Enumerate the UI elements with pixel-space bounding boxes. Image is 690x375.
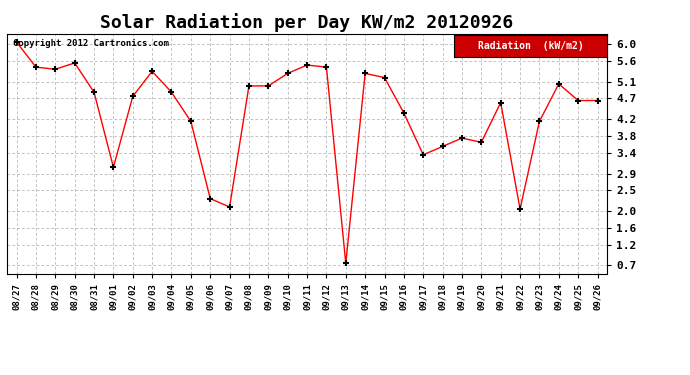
Text: Copyright 2012 Cartronics.com: Copyright 2012 Cartronics.com [13, 39, 169, 48]
Title: Solar Radiation per Day KW/m2 20120926: Solar Radiation per Day KW/m2 20120926 [101, 13, 513, 32]
